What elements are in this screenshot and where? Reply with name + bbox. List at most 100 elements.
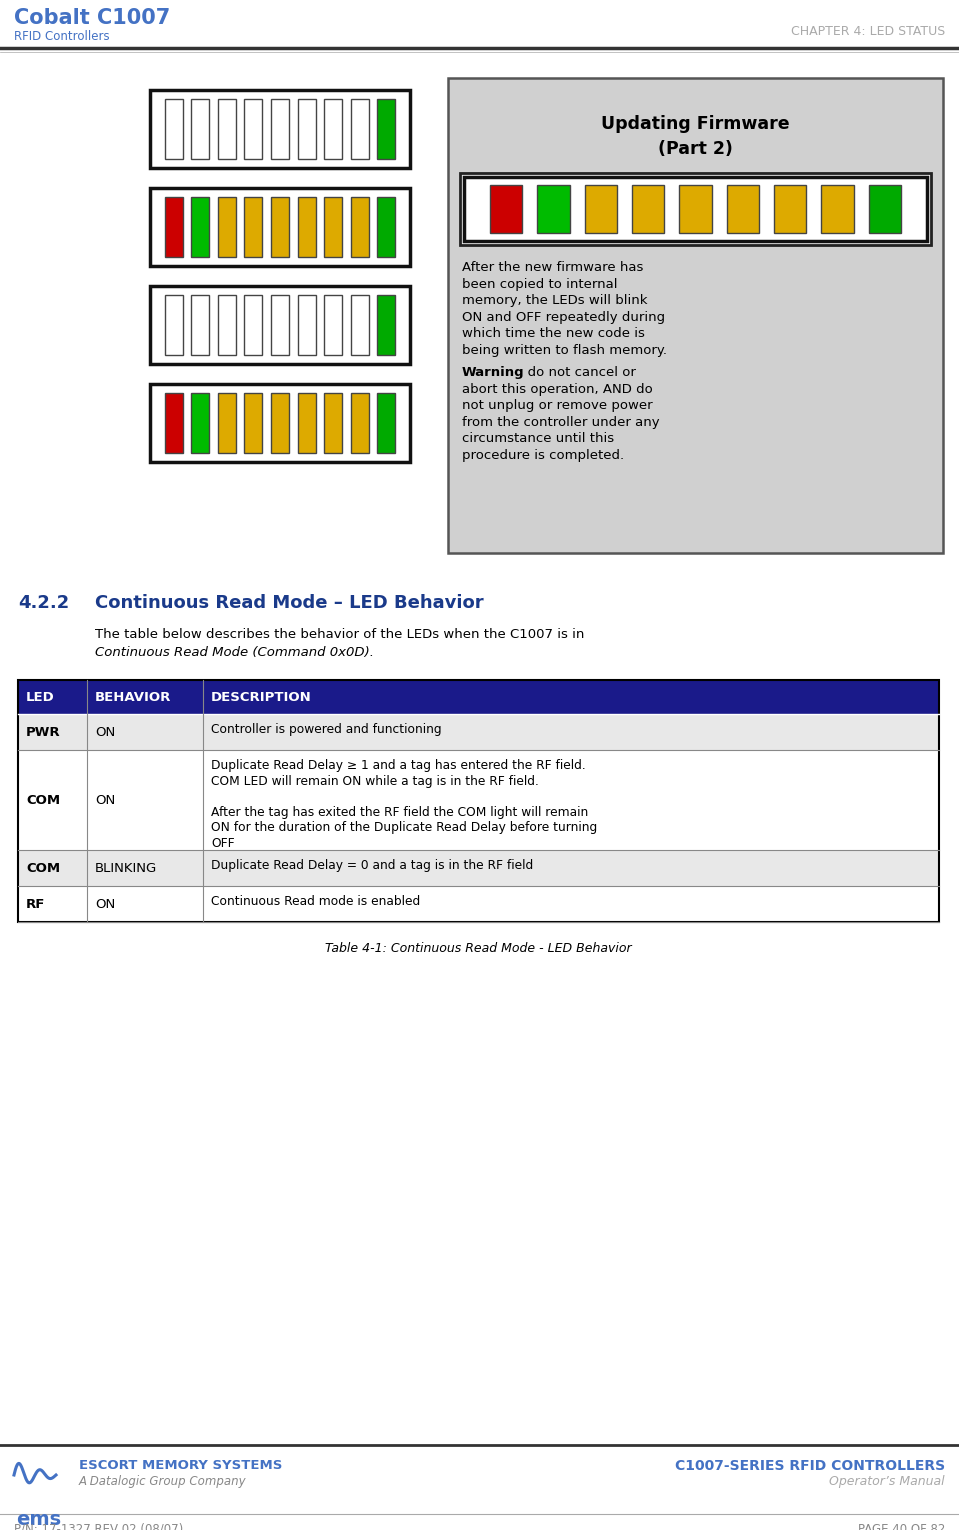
Text: BLINKING: BLINKING	[95, 861, 157, 875]
Bar	[150, 286, 410, 364]
Bar	[18, 715, 939, 750]
Text: After the new firmware has: After the new firmware has	[462, 262, 643, 274]
Text: COM LED will remain ON while a tag is in the RF field.: COM LED will remain ON while a tag is in…	[211, 774, 539, 788]
Text: Updating Firmware
(Part 2): Updating Firmware (Part 2)	[601, 115, 790, 158]
Bar	[150, 384, 410, 462]
Bar	[165, 295, 183, 355]
Text: RFID Controllers: RFID Controllers	[14, 31, 109, 43]
Bar	[165, 99, 183, 159]
Bar	[191, 393, 209, 453]
Text: RF: RF	[26, 898, 45, 910]
Bar	[297, 197, 316, 257]
Text: Table 4-1: Continuous Read Mode - LED Behavior: Table 4-1: Continuous Read Mode - LED Be…	[325, 942, 632, 955]
Text: which time the new code is: which time the new code is	[462, 327, 644, 340]
Text: ESCORT MEMORY SYSTEMS: ESCORT MEMORY SYSTEMS	[79, 1460, 282, 1472]
Bar	[245, 295, 263, 355]
Text: DESCRIPTION: DESCRIPTION	[211, 690, 312, 704]
Text: COM: COM	[26, 861, 60, 875]
Bar	[324, 393, 342, 453]
Bar	[271, 393, 289, 453]
Text: After the tag has exited the RF field the COM light will remain: After the tag has exited the RF field th…	[211, 805, 588, 819]
Text: The table below describes the behavior of the LEDs when the C1007 is in: The table below describes the behavior o…	[95, 627, 584, 641]
Bar	[351, 197, 369, 257]
Bar	[377, 197, 395, 257]
Bar	[324, 99, 342, 159]
Text: CHAPTER 4: LED STATUS: CHAPTER 4: LED STATUS	[791, 24, 945, 38]
Bar	[165, 393, 183, 453]
Text: been copied to internal: been copied to internal	[462, 277, 618, 291]
Bar	[271, 99, 289, 159]
Text: Duplicate Read Delay ≥ 1 and a tag has entered the RF field.: Duplicate Read Delay ≥ 1 and a tag has e…	[211, 759, 586, 773]
Text: ON for the duration of the Duplicate Read Delay before turning: ON for the duration of the Duplicate Rea…	[211, 822, 597, 834]
Text: Operator’s Manual: Operator’s Manual	[830, 1475, 945, 1489]
Bar	[18, 679, 939, 715]
Bar	[245, 393, 263, 453]
Text: OFF: OFF	[211, 837, 235, 849]
Bar	[18, 679, 939, 923]
Text: Continuous Read mode is enabled: Continuous Read mode is enabled	[211, 895, 420, 907]
Text: 4.2.2: 4.2.2	[18, 594, 69, 612]
Text: Warning: Warning	[462, 366, 525, 379]
Bar	[324, 197, 342, 257]
Bar	[271, 197, 289, 257]
Text: Continuous Read Mode (Command 0x0D).: Continuous Read Mode (Command 0x0D).	[95, 646, 374, 659]
Bar	[297, 99, 316, 159]
Bar	[679, 185, 712, 233]
Text: LED: LED	[26, 690, 55, 704]
Bar	[377, 295, 395, 355]
Text: Duplicate Read Delay = 0 and a tag is in the RF field: Duplicate Read Delay = 0 and a tag is in…	[211, 858, 533, 872]
Text: ON and OFF repeatedly during: ON and OFF repeatedly during	[462, 311, 666, 323]
Text: ems: ems	[16, 1510, 61, 1528]
Text: ON: ON	[95, 725, 115, 739]
Bar	[727, 185, 759, 233]
Bar	[351, 393, 369, 453]
Bar	[297, 393, 316, 453]
Bar	[822, 185, 854, 233]
Bar	[351, 99, 369, 159]
Text: PWR: PWR	[26, 725, 60, 739]
Text: COM: COM	[26, 794, 60, 806]
Bar	[351, 295, 369, 355]
Text: Continuous Read Mode – LED Behavior: Continuous Read Mode – LED Behavior	[95, 594, 483, 612]
Bar	[218, 393, 236, 453]
Bar	[218, 99, 236, 159]
Bar	[18, 851, 939, 886]
Text: ON: ON	[95, 898, 115, 910]
Bar	[245, 197, 263, 257]
Bar	[377, 393, 395, 453]
Text: not unplug or remove power: not unplug or remove power	[462, 399, 653, 412]
Text: being written to flash memory.: being written to flash memory.	[462, 344, 667, 356]
Bar	[774, 185, 807, 233]
Text: from the controller under any: from the controller under any	[462, 416, 660, 428]
Bar	[150, 188, 410, 266]
Bar	[377, 99, 395, 159]
Text: : do not cancel or: : do not cancel or	[519, 366, 636, 379]
Bar	[218, 295, 236, 355]
Text: Cobalt C1007: Cobalt C1007	[14, 8, 171, 28]
Bar	[18, 886, 939, 923]
Bar	[245, 99, 263, 159]
Bar	[324, 295, 342, 355]
Text: ON: ON	[95, 794, 115, 806]
Text: memory, the LEDs will blink: memory, the LEDs will blink	[462, 294, 647, 308]
Text: Controller is powered and functioning: Controller is powered and functioning	[211, 724, 442, 736]
Text: C1007-SERIES RFID CONTROLLERS: C1007-SERIES RFID CONTROLLERS	[675, 1460, 945, 1473]
Text: P/N: 17-1327 REV 02 (08/07): P/N: 17-1327 REV 02 (08/07)	[14, 1522, 183, 1530]
Bar	[150, 90, 410, 168]
Text: A Datalogic Group Company: A Datalogic Group Company	[79, 1475, 246, 1489]
Text: procedure is completed.: procedure is completed.	[462, 448, 624, 462]
Bar	[869, 185, 901, 233]
Bar	[448, 78, 943, 552]
Bar	[191, 295, 209, 355]
Bar	[191, 197, 209, 257]
Bar	[585, 185, 617, 233]
Bar	[490, 185, 523, 233]
Text: BEHAVIOR: BEHAVIOR	[95, 690, 172, 704]
Bar	[297, 295, 316, 355]
Bar	[165, 197, 183, 257]
Bar	[537, 185, 570, 233]
Bar	[632, 185, 665, 233]
Bar	[218, 197, 236, 257]
Bar	[271, 295, 289, 355]
Text: PAGE 40 OF 82: PAGE 40 OF 82	[857, 1522, 945, 1530]
